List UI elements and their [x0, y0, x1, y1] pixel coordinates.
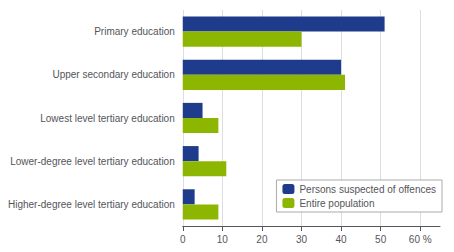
- svg-text:Entire population: Entire population: [299, 198, 374, 209]
- svg-text:20: 20: [256, 234, 268, 245]
- svg-text:Lower-degree level tertiary ed: Lower-degree level tertiary education: [10, 156, 175, 167]
- svg-text:50: 50: [375, 234, 387, 245]
- svg-text:Lowest level tertiary educatio: Lowest level tertiary education: [40, 113, 175, 124]
- svg-text:Higher-degree level tertiary e: Higher-degree level tertiary education: [8, 199, 175, 210]
- svg-text:Primary education: Primary education: [94, 26, 175, 37]
- svg-text:40: 40: [335, 234, 347, 245]
- svg-text:60 %: 60 %: [409, 234, 432, 245]
- svg-text:30: 30: [296, 234, 308, 245]
- svg-text:Persons suspected of offences: Persons suspected of offences: [299, 184, 436, 195]
- svg-text:0: 0: [180, 234, 186, 245]
- svg-text:10: 10: [217, 234, 229, 245]
- svg-text:Upper secondary education: Upper secondary education: [52, 69, 174, 80]
